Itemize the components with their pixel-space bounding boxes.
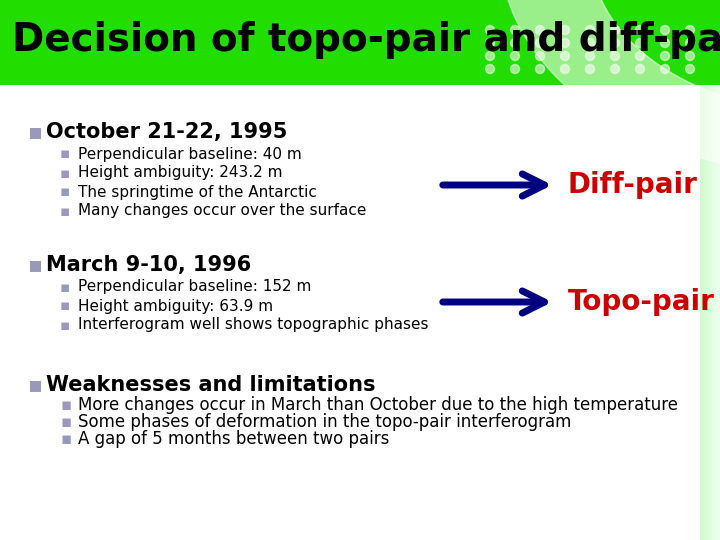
Circle shape	[536, 25, 544, 35]
Bar	[715, 85, 716, 540]
Text: ▪: ▪	[60, 165, 71, 180]
Circle shape	[485, 38, 495, 48]
Text: A gap of 5 months between two pairs: A gap of 5 months between two pairs	[78, 430, 390, 448]
Circle shape	[560, 38, 570, 48]
Circle shape	[510, 38, 520, 48]
Circle shape	[560, 51, 570, 60]
Circle shape	[611, 64, 619, 73]
Bar	[705, 85, 706, 540]
Bar	[701, 85, 702, 540]
Bar	[719, 85, 720, 540]
Text: ▪: ▪	[60, 185, 71, 199]
Circle shape	[611, 51, 619, 60]
Circle shape	[585, 25, 595, 35]
Circle shape	[685, 51, 695, 60]
Circle shape	[636, 38, 644, 48]
Circle shape	[485, 51, 495, 60]
Bar	[712, 85, 713, 540]
Bar	[710, 85, 711, 540]
Text: Interferogram well shows topographic phases: Interferogram well shows topographic pha…	[78, 318, 428, 333]
Bar	[716, 85, 717, 540]
Circle shape	[560, 25, 570, 35]
Circle shape	[585, 38, 595, 48]
Bar	[718, 85, 719, 540]
Circle shape	[536, 64, 544, 73]
Bar	[704, 85, 705, 540]
Text: Weaknesses and limitations: Weaknesses and limitations	[46, 375, 376, 395]
Bar	[707, 85, 708, 540]
Polygon shape	[500, 0, 720, 174]
Text: ▪: ▪	[60, 204, 71, 219]
Bar	[713, 85, 714, 540]
Circle shape	[611, 38, 619, 48]
Bar	[700, 85, 701, 540]
Circle shape	[536, 51, 544, 60]
Circle shape	[685, 64, 695, 73]
Circle shape	[560, 64, 570, 73]
Text: ▪: ▪	[60, 146, 71, 161]
Circle shape	[685, 25, 695, 35]
Circle shape	[660, 38, 670, 48]
Circle shape	[585, 64, 595, 73]
Bar	[0, 85, 720, 540]
Text: ▪: ▪	[60, 299, 71, 314]
Text: Many changes occur over the surface: Many changes occur over the surface	[78, 204, 366, 219]
Text: ▪: ▪	[60, 280, 71, 294]
Text: ▪: ▪	[60, 318, 71, 333]
Circle shape	[660, 25, 670, 35]
Circle shape	[636, 64, 644, 73]
Circle shape	[660, 64, 670, 73]
Circle shape	[660, 51, 670, 60]
Text: October 21-22, 1995: October 21-22, 1995	[46, 122, 287, 142]
Text: Some phases of deformation in the topo-pair interferogram: Some phases of deformation in the topo-p…	[78, 413, 572, 431]
Text: Perpendicular baseline: 152 m: Perpendicular baseline: 152 m	[78, 280, 311, 294]
Text: The springtime of the Antarctic: The springtime of the Antarctic	[78, 185, 317, 199]
Circle shape	[611, 25, 619, 35]
Circle shape	[485, 25, 495, 35]
Circle shape	[685, 38, 695, 48]
Bar	[717, 85, 718, 540]
Text: Height ambiguity: 243.2 m: Height ambiguity: 243.2 m	[78, 165, 282, 180]
Circle shape	[636, 25, 644, 35]
Text: Height ambiguity: 63.9 m: Height ambiguity: 63.9 m	[78, 299, 273, 314]
Circle shape	[485, 64, 495, 73]
Circle shape	[536, 38, 544, 48]
Bar	[706, 85, 707, 540]
Circle shape	[510, 25, 520, 35]
Text: ▪: ▪	[60, 430, 71, 448]
Text: Topo-pair: Topo-pair	[568, 288, 715, 316]
Bar	[708, 85, 709, 540]
Text: Decision of topo-pair and diff-pair: Decision of topo-pair and diff-pair	[12, 21, 720, 59]
Text: Perpendicular baseline: 40 m: Perpendicular baseline: 40 m	[78, 146, 302, 161]
Text: ▪: ▪	[28, 255, 43, 275]
Bar	[711, 85, 712, 540]
Text: More changes occur in March than October due to the high temperature: More changes occur in March than October…	[78, 396, 678, 414]
Bar	[709, 85, 710, 540]
Bar	[0, 85, 700, 540]
Text: ▪: ▪	[60, 396, 71, 414]
Bar	[702, 85, 703, 540]
Text: ▪: ▪	[60, 413, 71, 431]
Text: Diff-pair: Diff-pair	[568, 171, 698, 199]
Bar	[714, 85, 715, 540]
Circle shape	[510, 51, 520, 60]
Circle shape	[636, 51, 644, 60]
Circle shape	[510, 64, 520, 73]
Text: ▪: ▪	[28, 375, 43, 395]
Bar	[703, 85, 704, 540]
Text: ▪: ▪	[28, 122, 43, 142]
Text: March 9-10, 1996: March 9-10, 1996	[46, 255, 251, 275]
Circle shape	[585, 51, 595, 60]
